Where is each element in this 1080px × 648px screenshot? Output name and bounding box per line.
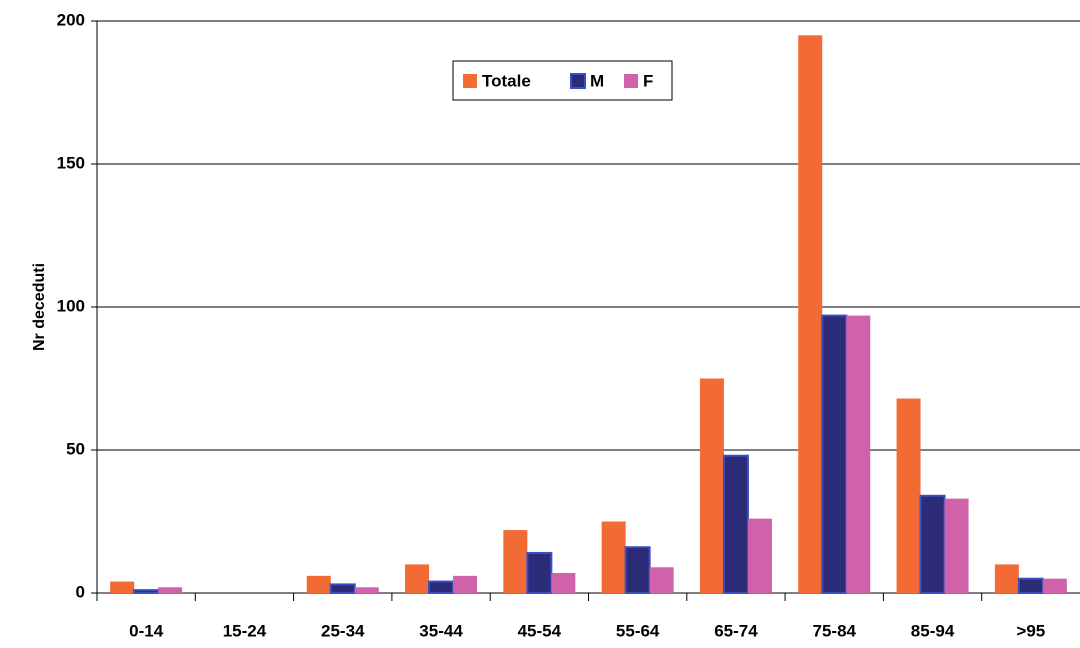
x-tick-label: 65-74 xyxy=(714,621,758,640)
bar xyxy=(133,589,160,595)
bar xyxy=(306,575,331,593)
bar xyxy=(453,575,478,593)
bar xyxy=(526,551,553,595)
bar xyxy=(354,587,379,593)
x-tick-label: 55-64 xyxy=(616,621,660,640)
bar xyxy=(329,583,356,594)
x-tick-label: 35-44 xyxy=(419,621,463,640)
x-tick-label: 85-94 xyxy=(911,621,955,640)
bar xyxy=(821,314,848,594)
bar xyxy=(747,518,772,593)
bar xyxy=(1017,577,1044,595)
x-tick-label: 15-24 xyxy=(223,621,267,640)
legend-swatch xyxy=(463,74,477,88)
y-tick-label: 100 xyxy=(57,296,85,315)
bar xyxy=(405,564,430,593)
bar xyxy=(798,35,823,594)
y-tick-label: 50 xyxy=(66,439,85,458)
bar xyxy=(503,530,528,593)
bar xyxy=(428,580,455,594)
x-tick-label: 0-14 xyxy=(129,621,164,640)
y-tick-label: 150 xyxy=(57,153,85,172)
bar xyxy=(1042,578,1067,593)
bar xyxy=(846,315,871,593)
bar xyxy=(624,546,651,594)
y-tick-label: 0 xyxy=(76,582,85,601)
x-tick-label: 25-34 xyxy=(321,621,365,640)
bar xyxy=(919,494,946,595)
y-tick-label: 200 xyxy=(57,10,85,29)
legend-swatch xyxy=(624,74,638,88)
bar xyxy=(110,581,135,593)
x-tick-label: >95 xyxy=(1016,621,1045,640)
legend-swatch xyxy=(570,73,586,89)
bar xyxy=(649,567,674,593)
bar xyxy=(944,498,969,593)
x-tick-label: 45-54 xyxy=(518,621,562,640)
bar xyxy=(994,564,1019,593)
bar xyxy=(601,521,626,593)
legend-label: M xyxy=(590,71,604,90)
bar xyxy=(158,587,183,593)
bar xyxy=(896,398,921,593)
bar xyxy=(551,572,576,593)
bar xyxy=(699,378,724,593)
bar xyxy=(722,454,749,594)
y-axis-title: Nr deceduti xyxy=(31,263,48,351)
x-tick-label: 75-84 xyxy=(813,621,857,640)
legend-label: F xyxy=(643,71,653,90)
legend-label: Totale xyxy=(482,71,531,90)
